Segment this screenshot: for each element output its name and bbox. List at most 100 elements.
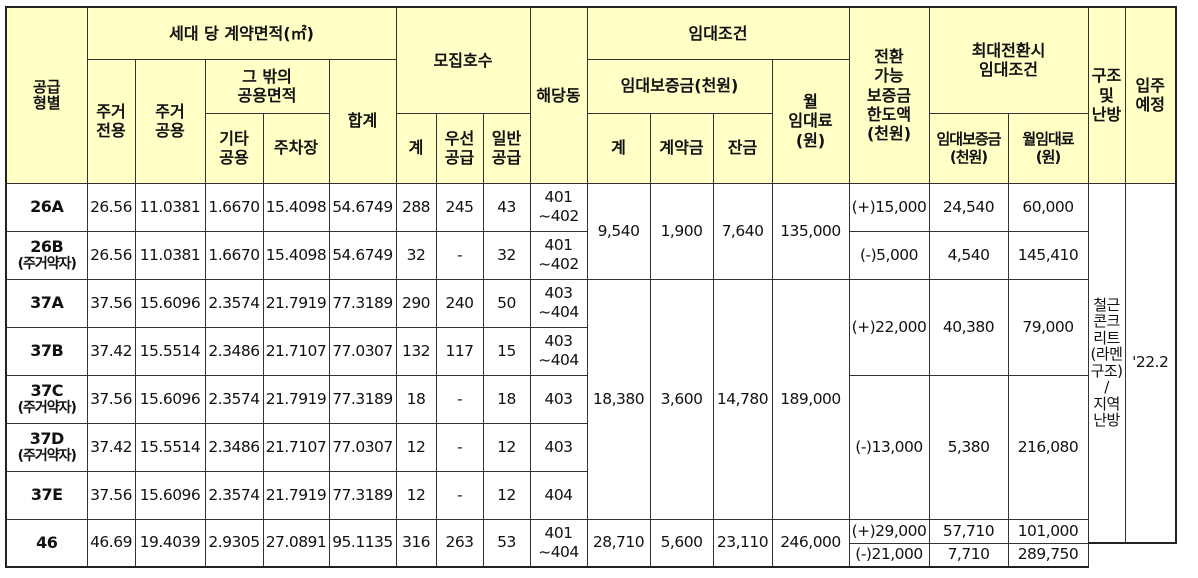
- res-shared-cell: 19.4039: [134, 518, 206, 568]
- conversion-limit-cell: (-)5,000: [848, 230, 930, 280]
- exclusive-cell: 26.56: [86, 182, 136, 232]
- down-payment-cell: 1,900: [649, 182, 714, 280]
- parking-cell: 21.7919: [262, 470, 330, 520]
- exclusive-cell: 46.69: [86, 518, 136, 568]
- table-row: 37E 37.56 15.6096 2.3574 21.7919 77.3189…: [5, 470, 1176, 520]
- general-cell: 12: [482, 422, 531, 472]
- max-rent-cell: 289,750: [1007, 542, 1089, 568]
- conversion-limit-cell: (+)22,000: [848, 278, 930, 376]
- general-cell: 32: [482, 230, 531, 280]
- conversion-limit-cell: (-)13,000: [848, 374, 930, 520]
- units-cell: 316: [395, 518, 437, 568]
- total-cell: 77.0307: [328, 326, 397, 376]
- other-cell: 1.6670: [204, 230, 264, 280]
- units-cell: 12: [395, 422, 437, 472]
- type-cell: 37B: [5, 326, 88, 376]
- building-cell: 403: [529, 374, 588, 424]
- parking-cell: 27.0891: [262, 518, 330, 568]
- header-deposit-total: 계: [586, 112, 651, 184]
- priority-cell: 263: [435, 518, 484, 568]
- max-deposit-cell: 24,540: [928, 182, 1009, 232]
- building-cell: 403 ~404: [529, 278, 588, 328]
- priority-cell: -: [435, 230, 484, 280]
- general-cell: 53: [482, 518, 531, 568]
- res-shared-cell: 11.0381: [134, 182, 206, 232]
- building-cell: 401 ~402: [529, 182, 588, 232]
- max-rent-cell: 60,000: [1007, 182, 1089, 232]
- building-cell: 403 ~404: [529, 326, 588, 376]
- parking-cell: 21.7919: [262, 374, 330, 424]
- header-other-shared: 그 밖의 공용면적: [204, 58, 330, 114]
- balance-cell: 7,640: [712, 182, 773, 280]
- type-cell: 46: [5, 518, 88, 568]
- max-deposit-cell: 57,710: [928, 518, 1009, 544]
- total-cell: 54.6749: [328, 182, 397, 232]
- other-cell: 2.9305: [204, 518, 264, 568]
- priority-cell: 240: [435, 278, 484, 328]
- table-row: 37C (주거약자) 37.56 15.6096 2.3574 21.7919 7…: [5, 374, 1176, 520]
- header-balance: 잔금: [712, 112, 773, 184]
- monthly-rent-cell: 189,000: [771, 278, 850, 520]
- structure-cell: 철근 콘크 리트 (라멘 구조) / 지역 난방: [1087, 182, 1126, 544]
- conversion-limit-cell: (+)29,000: [848, 518, 930, 544]
- table-row: 37A 37.56 15.6096 2.3574 21.7919 77.3189…: [5, 278, 1176, 520]
- header-general: 일반 공급: [482, 112, 531, 184]
- type-cell: 37C (주거약자): [5, 374, 88, 424]
- parking-cell: 15.4098: [262, 230, 330, 280]
- exclusive-cell: 37.56: [86, 374, 136, 424]
- priority-cell: -: [435, 470, 484, 520]
- units-cell: 290: [395, 278, 437, 328]
- type-cell: 37A: [5, 278, 88, 328]
- building-cell: 403: [529, 422, 588, 472]
- res-shared-cell: 15.6096: [134, 374, 206, 424]
- priority-cell: 245: [435, 182, 484, 232]
- exclusive-cell: 37.56: [86, 470, 136, 520]
- header-priority: 우선 공급: [435, 112, 484, 184]
- table-row: 37D (주거약자) 37.42 15.5514 2.3486 21.7107 7…: [5, 422, 1176, 472]
- header-exclusive: 주거 전용: [86, 58, 136, 184]
- general-cell: 12: [482, 470, 531, 520]
- building-cell: 404: [529, 470, 588, 520]
- header-recruit: 모집호수: [395, 6, 531, 114]
- total-cell: 77.3189: [328, 374, 397, 424]
- parking-cell: 21.7107: [262, 326, 330, 376]
- header-conversion-limit: 전환 가능 보증금 한도액 (천원): [848, 6, 930, 184]
- header-area-total: 합계: [328, 58, 397, 184]
- total-cell: 77.0307: [328, 422, 397, 472]
- building-cell: 401 ~404: [529, 518, 588, 568]
- general-cell: 43: [482, 182, 531, 232]
- total-cell: 77.3189: [328, 470, 397, 520]
- max-rent-cell: 79,000: [1007, 278, 1089, 376]
- parking-cell: 21.7107: [262, 422, 330, 472]
- header-max-conversion: 최대전환시 임대조건: [928, 6, 1089, 114]
- parking-cell: 15.4098: [262, 182, 330, 232]
- total-cell: 54.6749: [328, 230, 397, 280]
- res-shared-cell: 15.6096: [134, 278, 206, 328]
- exclusive-cell: 37.56: [86, 278, 136, 328]
- max-deposit-cell: 40,380: [928, 278, 1009, 376]
- general-cell: 18: [482, 374, 531, 424]
- res-shared-cell: 15.6096: [134, 470, 206, 520]
- balance-cell: 14,780: [712, 278, 773, 520]
- header-recruit-total: 계: [395, 112, 437, 184]
- max-deposit-cell: 4,540: [928, 230, 1009, 280]
- table-row: 37B 37.42 15.5514 2.3486 21.7107 77.0307…: [5, 326, 1176, 376]
- building-cell: 401 ~402: [529, 230, 588, 280]
- priority-cell: 117: [435, 326, 484, 376]
- header-other-common: 기타 공용: [204, 112, 264, 184]
- units-cell: 18: [395, 374, 437, 424]
- units-cell: 288: [395, 182, 437, 232]
- res-shared-cell: 15.5514: [134, 326, 206, 376]
- monthly-rent-cell: 246,000: [771, 518, 850, 568]
- header-monthly-rent: 월 임대료 (원): [771, 58, 850, 184]
- header-lease: 임대조건: [586, 6, 850, 60]
- header-parking: 주차장: [262, 112, 330, 184]
- table-row: 26B (주거약자) 26.56 11.0381 1.6670 15.4098 5…: [5, 230, 1176, 280]
- other-cell: 1.6670: [204, 182, 264, 232]
- max-deposit-cell: 7,710: [928, 542, 1009, 568]
- parking-cell: 21.7919: [262, 278, 330, 328]
- res-shared-cell: 11.0381: [134, 230, 206, 280]
- total-cell: 95.1135: [328, 518, 397, 568]
- header-max-deposit: 임대보증금 (천원): [928, 112, 1009, 184]
- type-cell: 26A: [5, 182, 88, 232]
